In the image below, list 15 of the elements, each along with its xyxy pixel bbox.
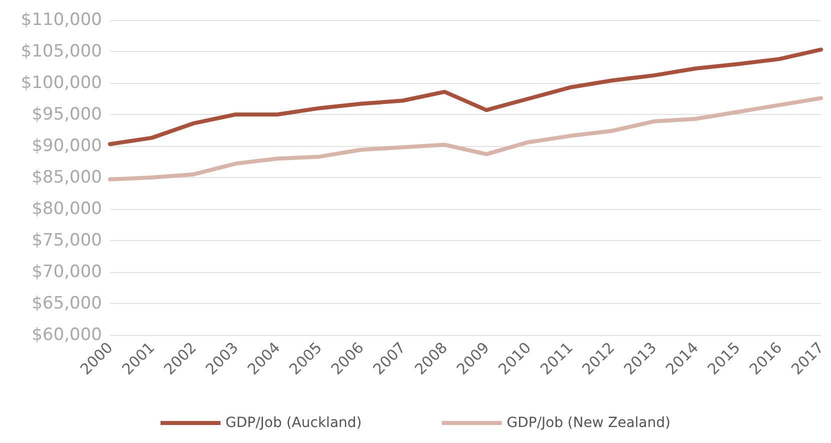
y-tick-label: $90,000	[32, 136, 102, 156]
legend-label: GDP/Job (Auckland)	[226, 415, 362, 431]
y-tick-label: $95,000	[32, 104, 102, 124]
legend-label: GDP/Job (New Zealand)	[506, 415, 670, 431]
y-tick-label: $65,000	[32, 294, 102, 314]
y-tick-label: $70,000	[32, 262, 102, 282]
y-tick-label: $105,000	[20, 42, 102, 62]
y-tick-label: $110,000	[20, 10, 102, 30]
y-tick-label: $75,000	[32, 230, 102, 250]
y-tick-label: $85,000	[32, 168, 102, 188]
y-tick-label: $80,000	[32, 199, 102, 219]
y-tick-label: $60,000	[32, 325, 102, 345]
line-series	[108, 48, 823, 146]
y-tick-label: $100,000	[20, 73, 102, 93]
line-series	[108, 96, 823, 182]
